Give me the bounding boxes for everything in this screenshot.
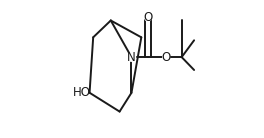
Circle shape [163,54,169,61]
Text: N: N [127,51,136,64]
Circle shape [145,14,152,21]
Text: O: O [143,11,153,24]
Text: O: O [162,51,171,64]
Text: HO: HO [73,86,91,99]
Circle shape [128,53,136,61]
